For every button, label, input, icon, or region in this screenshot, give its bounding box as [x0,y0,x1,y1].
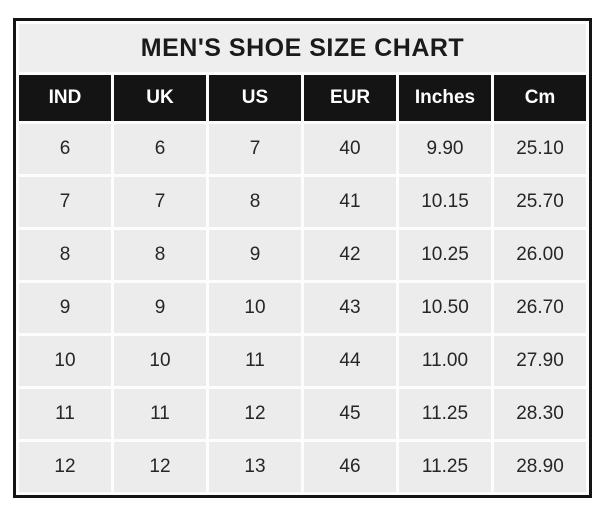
table-cell: 11 [114,389,206,439]
table-head: MEN'S SHOE SIZE CHART IND UK US EUR Inches Cm [19,24,586,121]
table-cell: 27.90 [494,336,586,386]
table-cell: 7 [209,124,301,174]
table-cell: 25.10 [494,124,586,174]
table-cell: 10 [114,336,206,386]
table-cell: 26.70 [494,283,586,333]
table-cell: 44 [304,336,396,386]
table-cell: 42 [304,230,396,280]
table-cell: 10 [209,283,301,333]
shoe-size-chart-table: MEN'S SHOE SIZE CHART IND UK US EUR Inches Cm… [13,18,592,498]
table-cell: 8 [19,230,111,280]
table-row: 8 8 9 42 10.25 26.00 [19,230,586,280]
table-row: 10 10 11 44 11.00 27.90 [19,336,586,386]
table-row: 12 12 13 46 11.25 28.90 [19,442,586,492]
column-header-row: IND UK US EUR Inches Cm [19,75,586,121]
table-cell: 7 [114,177,206,227]
column-header-us: US [209,75,301,121]
table-cell: 12 [19,442,111,492]
column-header-uk: UK [114,75,206,121]
table-cell: 9 [114,283,206,333]
table-body: 6 6 7 40 9.90 25.10 7 7 8 41 10.15 25.70 8 8 9 42 10.25 2… [19,124,586,492]
table-row: 7 7 8 41 10.15 25.70 [19,177,586,227]
column-header-cm: Cm [494,75,586,121]
table-cell: 9.90 [399,124,491,174]
table-cell: 8 [114,230,206,280]
column-header-inches: Inches [399,75,491,121]
table-cell: 25.70 [494,177,586,227]
table-row: 11 11 12 45 11.25 28.30 [19,389,586,439]
table-cell: 10.15 [399,177,491,227]
table-cell: 11.25 [399,442,491,492]
table-cell: 6 [114,124,206,174]
table-cell: 10.25 [399,230,491,280]
table-cell: 11 [19,389,111,439]
column-header-ind: IND [19,75,111,121]
table-cell: 45 [304,389,396,439]
title-row: MEN'S SHOE SIZE CHART [19,24,586,72]
table-cell: 41 [304,177,396,227]
table-cell: 26.00 [494,230,586,280]
table-cell: 10.50 [399,283,491,333]
column-header-eur: EUR [304,75,396,121]
table-cell: 7 [19,177,111,227]
table-cell: 11.00 [399,336,491,386]
table-row: 6 6 7 40 9.90 25.10 [19,124,586,174]
table-cell: 43 [304,283,396,333]
table-cell: 40 [304,124,396,174]
table-cell: 13 [209,442,301,492]
table-cell: 12 [209,389,301,439]
table-row: 9 9 10 43 10.50 26.70 [19,283,586,333]
table-cell: 28.90 [494,442,586,492]
table-cell: 8 [209,177,301,227]
table-cell: 46 [304,442,396,492]
chart-title: MEN'S SHOE SIZE CHART [19,24,586,72]
table-cell: 9 [209,230,301,280]
table-cell: 10 [19,336,111,386]
table-cell: 12 [114,442,206,492]
table-cell: 9 [19,283,111,333]
table-cell: 11 [209,336,301,386]
table-cell: 11.25 [399,389,491,439]
table-cell: 6 [19,124,111,174]
table-cell: 28.30 [494,389,586,439]
